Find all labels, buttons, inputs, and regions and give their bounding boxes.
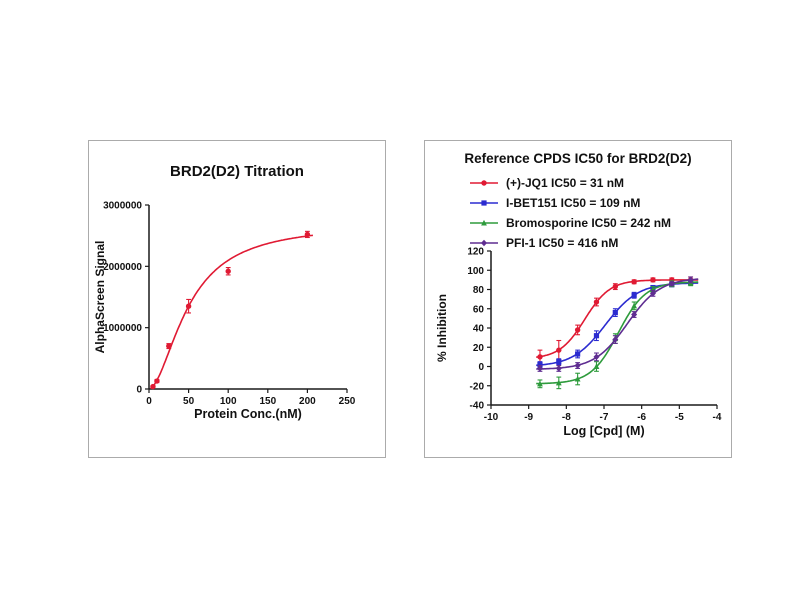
y-tick-label: 100 — [467, 266, 484, 277]
data-point — [593, 299, 600, 305]
x-tick-label: 0 — [146, 396, 152, 407]
legend-item: (+)-JQ1 IC50 = 31 nM — [469, 173, 671, 192]
data-point — [481, 199, 487, 206]
data-point — [555, 379, 562, 386]
data-point — [537, 354, 543, 360]
y-tick-label: 80 — [473, 285, 485, 296]
legend-marker — [470, 199, 498, 206]
data-point — [304, 231, 311, 238]
y-tick-label: 3000000 — [103, 201, 142, 212]
data-point — [555, 365, 562, 372]
y-tick-label: 60 — [473, 304, 485, 315]
x-tick-label: -6 — [637, 412, 646, 423]
data-point — [650, 277, 656, 283]
data-point — [536, 365, 543, 372]
data-point — [574, 362, 581, 369]
titration-plot: 0 50 100 150 200 250 0 1000000 2000000 3000000 — [103, 201, 356, 408]
data-point — [185, 303, 192, 309]
legend-item: I-BET151 IC50 = 109 nM — [469, 193, 671, 212]
data-point — [612, 336, 619, 343]
data-point — [154, 378, 160, 384]
ic50-chart-title: Reference CPDS IC50 for BRD2(D2) — [464, 151, 692, 166]
ic50-chart-panel: Reference CPDS IC50 for BRD2(D2) (+)-JQ1… — [424, 140, 732, 458]
fit-curve — [536, 282, 699, 367]
legend-label: I-BET151 IC50 = 109 nM — [506, 195, 641, 210]
data-point — [481, 179, 487, 186]
data-point — [687, 276, 694, 284]
data-point — [150, 383, 156, 390]
data-point — [631, 292, 637, 298]
data-point — [481, 219, 487, 225]
data-point — [575, 351, 581, 357]
legend-label: (+)-JQ1 IC50 = 31 nM — [506, 175, 625, 190]
legend-item: PFI-1 IC50 = 416 nM — [469, 233, 671, 252]
data-point — [537, 361, 543, 368]
ic50-plot: -10 -9 -8 -7 -6 -5 -4 -40 -20 0 20 40 60 80 100 120 — [467, 247, 722, 424]
data-point — [225, 268, 231, 274]
data-point — [612, 283, 618, 290]
fit-curve — [536, 279, 699, 358]
data-point — [631, 311, 638, 318]
data-point — [668, 280, 675, 288]
legend: (+)-JQ1 IC50 = 31 nM I-BET151 IC50 = 109 … — [469, 173, 671, 252]
legend-marker — [470, 219, 498, 225]
data-point — [537, 380, 543, 387]
data-point — [593, 363, 600, 369]
titration-chart-title: BRD2(D2) Titration — [170, 163, 304, 180]
data-point — [166, 343, 172, 349]
x-tick-label: -4 — [713, 412, 722, 423]
legend-item: Bromosporine IC50 = 242 nM — [469, 213, 671, 232]
fit-curve — [150, 234, 314, 390]
y-tick-label: 20 — [473, 343, 485, 354]
data-point — [574, 327, 581, 333]
legend-label: PFI-1 IC50 = 416 nM — [506, 235, 619, 250]
data-point — [649, 290, 656, 297]
y-tick-label: 120 — [467, 247, 484, 258]
titration-x-axis-label: Protein Conc.(nM) — [194, 407, 302, 421]
data-point — [556, 359, 562, 365]
legend-label: Bromosporine IC50 = 242 nM — [506, 215, 672, 230]
x-tick-label: 200 — [299, 396, 316, 407]
y-tick-label: 0 — [478, 362, 484, 373]
x-tick-label: -7 — [600, 412, 609, 423]
legend-marker — [470, 239, 498, 246]
y-tick-label: 0 — [136, 385, 142, 396]
y-tick-label: -40 — [470, 401, 485, 412]
y-tick-label: 40 — [473, 324, 485, 335]
x-tick-label: 150 — [259, 396, 276, 407]
x-tick-label: -8 — [562, 412, 571, 423]
data-point — [631, 279, 637, 285]
x-tick-label: 100 — [220, 396, 237, 407]
y-tick-label: -20 — [470, 381, 485, 392]
ic50-x-axis-label: Log [Cpd] (M) — [563, 424, 645, 438]
data-point — [481, 239, 487, 246]
data-point — [574, 375, 581, 382]
x-tick-label: -10 — [484, 412, 499, 423]
data-point — [593, 353, 600, 361]
data-point — [612, 310, 618, 316]
data-point — [631, 302, 638, 309]
y-tick-label: 1000000 — [103, 323, 142, 334]
y-tick-label: 2000000 — [103, 262, 142, 273]
legend-marker — [470, 179, 498, 186]
x-tick-label: -9 — [524, 412, 533, 423]
x-tick-label: 50 — [183, 396, 195, 407]
data-point — [593, 333, 600, 339]
data-point — [556, 347, 562, 353]
x-tick-label: -5 — [675, 412, 684, 423]
x-tick-label: 250 — [339, 396, 356, 407]
fit-curve — [536, 278, 699, 370]
